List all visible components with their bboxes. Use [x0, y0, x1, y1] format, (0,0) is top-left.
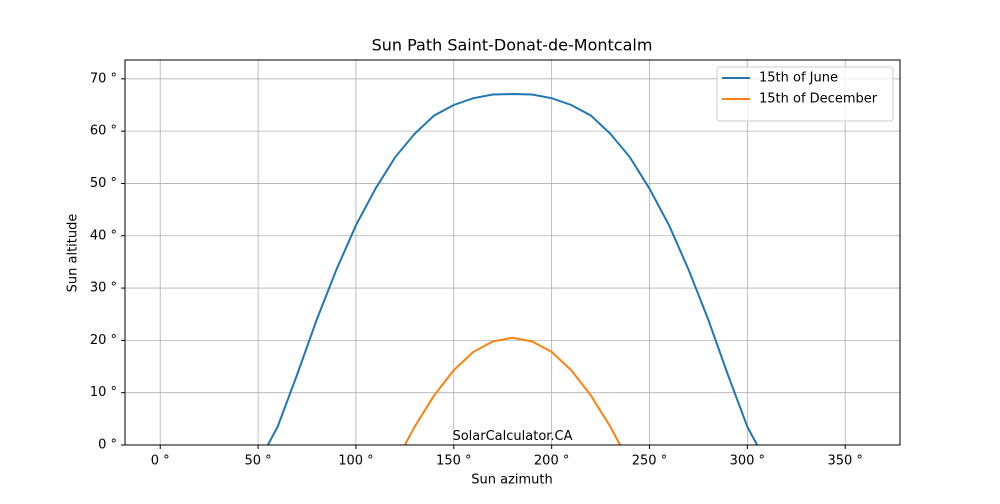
chart-title: Sun Path Saint-Donat-de-Montcalm [372, 36, 653, 55]
x-tick-label: 300 ° [730, 454, 765, 469]
x-tick-label: 250 ° [632, 454, 667, 469]
y-tick-label: 10 ° [90, 385, 117, 400]
series-line [403, 336, 622, 446]
legend-label: 15th of June [759, 71, 838, 86]
x-tick-label: 100 ° [338, 454, 373, 469]
y-tick-label: 40 ° [90, 228, 117, 243]
x-tick-label: 50 ° [244, 454, 271, 469]
y-tick-label: 30 ° [90, 281, 117, 296]
legend-box [716, 66, 894, 122]
x-tick-label: 150 ° [436, 454, 471, 469]
x-axis-label: Sun azimuth [471, 473, 553, 488]
y-tick-label: 50 ° [90, 176, 117, 191]
y-tick-label: 20 ° [90, 333, 117, 348]
legend-label: 15th of December [759, 92, 878, 107]
y-tick-label: 60 ° [90, 124, 117, 139]
x-tick-label: 0 ° [151, 454, 170, 469]
y-tick-label: 70 ° [90, 71, 117, 86]
x-tick-label: 200 ° [534, 454, 569, 469]
y-axis-label: Sun altitude [66, 214, 81, 293]
x-tick-label: 350 ° [827, 454, 862, 469]
y-tick-label: 0 ° [98, 438, 117, 453]
series-line [266, 93, 759, 446]
plot-frame [124, 59, 901, 446]
annotation: SolarCalculator.CA [452, 429, 572, 444]
